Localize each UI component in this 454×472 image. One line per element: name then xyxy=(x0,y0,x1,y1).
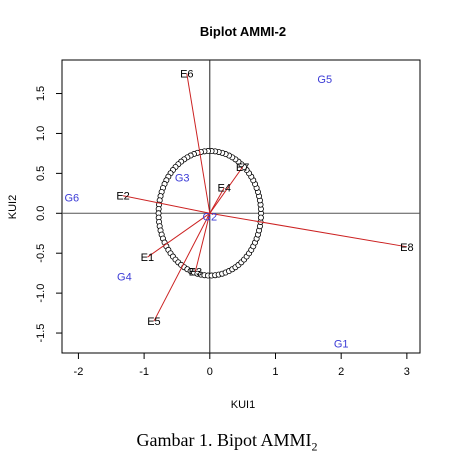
env-label-e5: E5 xyxy=(147,316,160,328)
x-tick-label: 0 xyxy=(207,366,213,378)
env-label-e4: E4 xyxy=(218,183,231,195)
vector-e2 xyxy=(122,195,210,214)
figure-caption: Gambar 1. Bipot AMMI2 xyxy=(0,430,454,455)
x-axis-label: KUI1 xyxy=(231,399,255,411)
y-tick-label: 1.0 xyxy=(35,126,47,141)
y-axis-label: KUI2 xyxy=(7,195,19,219)
chart-title: Biplot AMMI-2 xyxy=(200,24,286,39)
caption-text: Gambar 1. Bipot AMMI xyxy=(136,430,312,450)
gen-label-g1: G1 xyxy=(334,338,349,350)
x-tick-label: -1 xyxy=(139,366,149,378)
gen-label-g5: G5 xyxy=(317,74,332,86)
y-tick-label: 0.0 xyxy=(35,206,47,221)
vector-e6 xyxy=(186,73,211,214)
x-tick-label: 1 xyxy=(272,366,278,378)
biplot-chart: Biplot AMMI-2 E1 E2 E3 E4 E5 E6 E7 E8 G1 G2 G3 G4 G5… xyxy=(7,24,421,411)
environment-vectors xyxy=(122,73,407,322)
reference-circle xyxy=(155,148,265,279)
env-label-e7: E7 xyxy=(236,162,249,174)
caption-subscript: 2 xyxy=(311,439,318,454)
y-tick-label: -1.5 xyxy=(35,324,47,343)
env-label-e6: E6 xyxy=(180,69,193,81)
gen-label-g6: G6 xyxy=(65,192,80,204)
env-label-e2: E2 xyxy=(116,191,129,203)
x-tick-label: -2 xyxy=(74,366,84,378)
gen-label-g3: G3 xyxy=(175,172,190,184)
y-tick-label: -0.5 xyxy=(35,244,47,263)
vector-e5 xyxy=(153,213,211,322)
x-tick-label: 2 xyxy=(338,366,344,378)
env-label-e8: E8 xyxy=(400,242,413,254)
vector-e1 xyxy=(147,212,211,258)
reference-lines xyxy=(62,60,420,353)
env-label-e1: E1 xyxy=(141,252,154,264)
plot-frame xyxy=(61,59,421,354)
vector-e8 xyxy=(209,212,407,248)
circle-marker xyxy=(257,214,264,221)
point-labels: E1 E2 E3 E4 E5 E6 E7 E8 G1 G2 G3 G4 G5 G6 xyxy=(65,69,414,351)
axes: -2 -1 0 1 2 3 -1.5 -1.0 -0.5 0.0 0.5 1.0 1.5 xyxy=(35,86,410,378)
y-tick-label: 1.5 xyxy=(35,86,47,101)
vector-e7 xyxy=(209,166,244,214)
y-tick-label: 0.5 xyxy=(35,166,47,181)
vector-e3 xyxy=(194,213,211,272)
y-tick-label: -1.0 xyxy=(35,284,47,303)
x-tick-label: 3 xyxy=(404,366,410,378)
gen-label-g2: G2 xyxy=(202,211,217,223)
gen-label-g4: G4 xyxy=(117,271,132,283)
env-label-e3: E3 xyxy=(189,267,202,279)
